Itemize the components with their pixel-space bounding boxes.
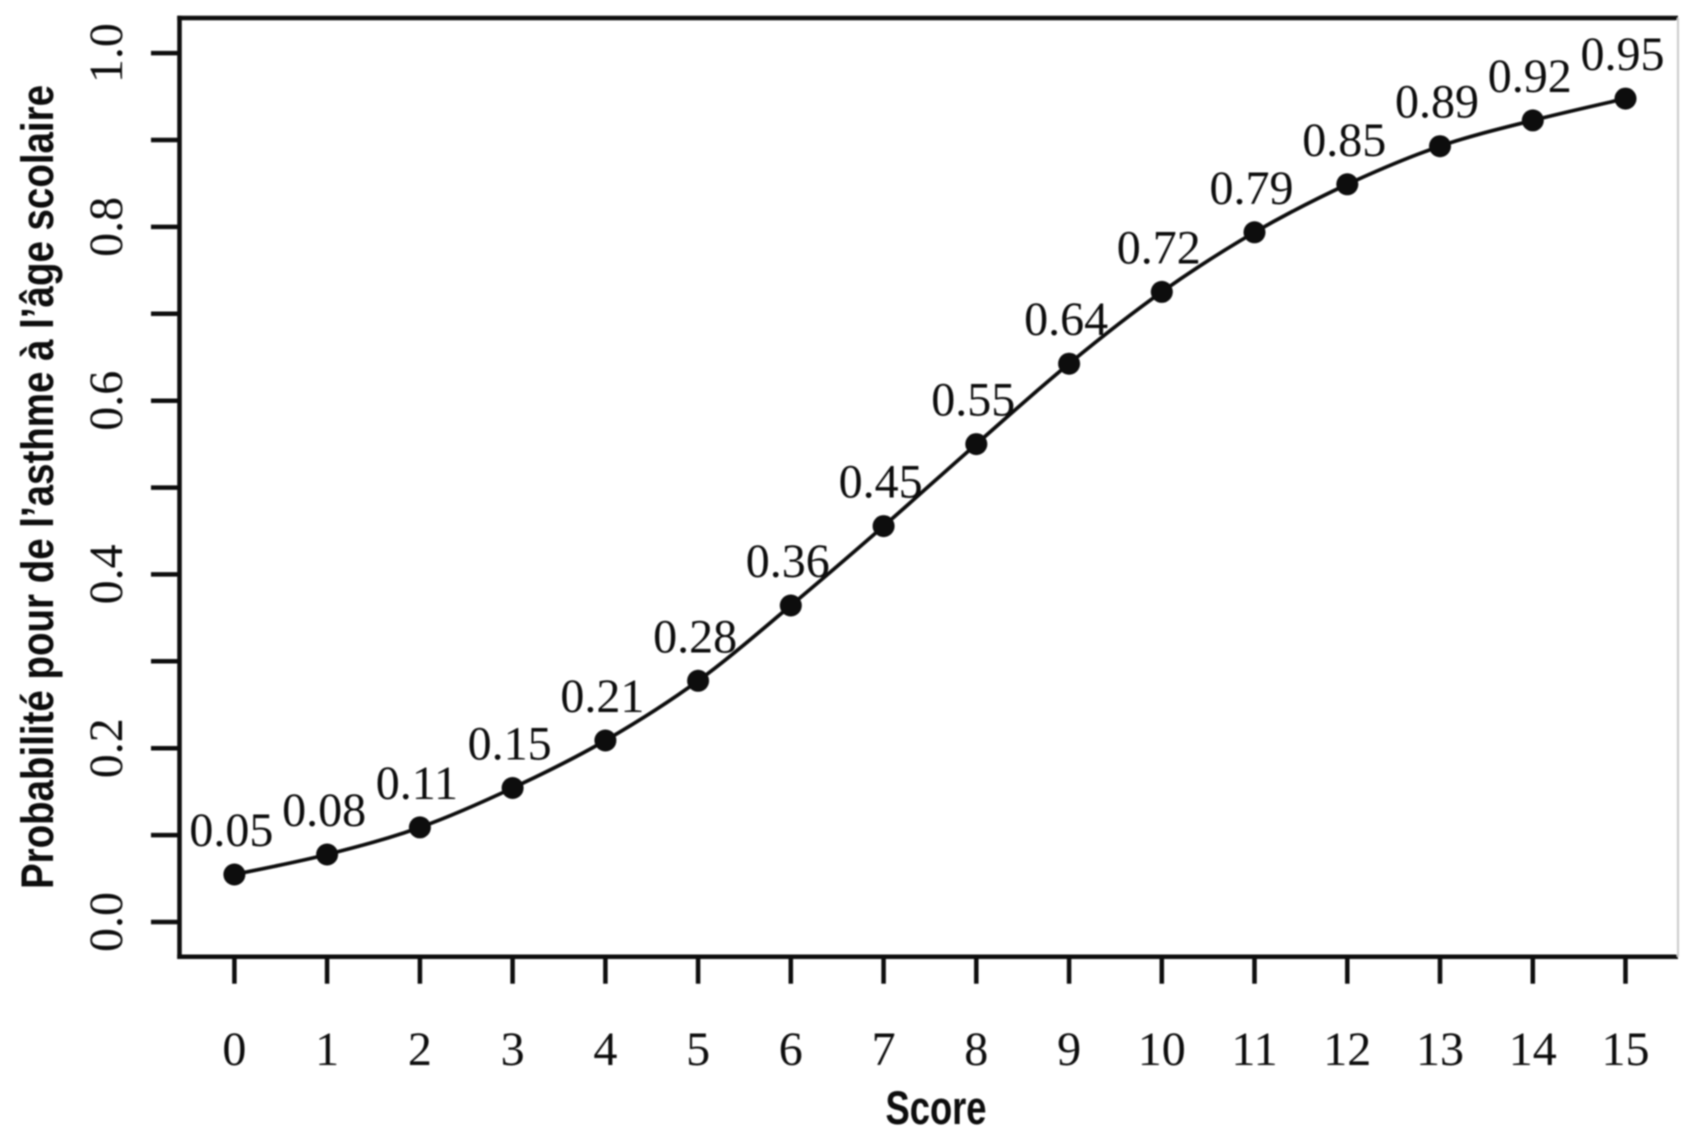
svg-text:10: 10 xyxy=(1138,1023,1186,1076)
svg-text:0.2: 0.2 xyxy=(80,718,133,778)
svg-text:0.8: 0.8 xyxy=(80,197,133,257)
svg-text:0.11: 0.11 xyxy=(376,757,458,810)
svg-text:0.55: 0.55 xyxy=(931,374,1015,427)
svg-text:0: 0 xyxy=(222,1023,246,1076)
svg-text:11: 11 xyxy=(1231,1023,1277,1076)
svg-text:0.21: 0.21 xyxy=(560,670,644,723)
svg-text:0.89: 0.89 xyxy=(1395,76,1479,129)
svg-text:0.95: 0.95 xyxy=(1581,28,1665,81)
svg-text:12: 12 xyxy=(1323,1023,1371,1076)
svg-text:0.4: 0.4 xyxy=(80,544,133,604)
svg-text:0.64: 0.64 xyxy=(1024,293,1108,346)
svg-text:0.79: 0.79 xyxy=(1210,162,1294,215)
svg-text:0.45: 0.45 xyxy=(839,456,923,509)
svg-text:0.6: 0.6 xyxy=(80,371,133,431)
svg-text:1: 1 xyxy=(315,1023,339,1076)
svg-text:4: 4 xyxy=(593,1023,617,1076)
svg-text:0.08: 0.08 xyxy=(282,784,366,837)
svg-text:0.92: 0.92 xyxy=(1488,50,1572,103)
svg-text:14: 14 xyxy=(1509,1023,1557,1076)
svg-text:0.05: 0.05 xyxy=(189,804,273,857)
svg-text:6: 6 xyxy=(779,1023,803,1076)
svg-text:0.15: 0.15 xyxy=(468,718,552,771)
svg-text:8: 8 xyxy=(964,1023,988,1076)
svg-text:2: 2 xyxy=(408,1023,432,1076)
svg-text:5: 5 xyxy=(686,1023,710,1076)
svg-text:Score: Score xyxy=(886,1081,987,1134)
svg-text:15: 15 xyxy=(1602,1023,1650,1076)
svg-text:1.0: 1.0 xyxy=(80,23,133,83)
svg-text:0.0: 0.0 xyxy=(80,892,133,952)
svg-text:13: 13 xyxy=(1416,1023,1464,1076)
svg-text:0.28: 0.28 xyxy=(653,610,737,663)
svg-text:0.72: 0.72 xyxy=(1117,221,1201,274)
svg-text:Probabilité pour de l’asthme à: Probabilité pour de l’asthme à l’âge sco… xyxy=(12,85,63,889)
svg-text:9: 9 xyxy=(1057,1023,1081,1076)
svg-text:0.36: 0.36 xyxy=(746,535,830,588)
svg-text:7: 7 xyxy=(872,1023,896,1076)
svg-text:0.85: 0.85 xyxy=(1302,114,1386,167)
svg-text:3: 3 xyxy=(501,1023,525,1076)
